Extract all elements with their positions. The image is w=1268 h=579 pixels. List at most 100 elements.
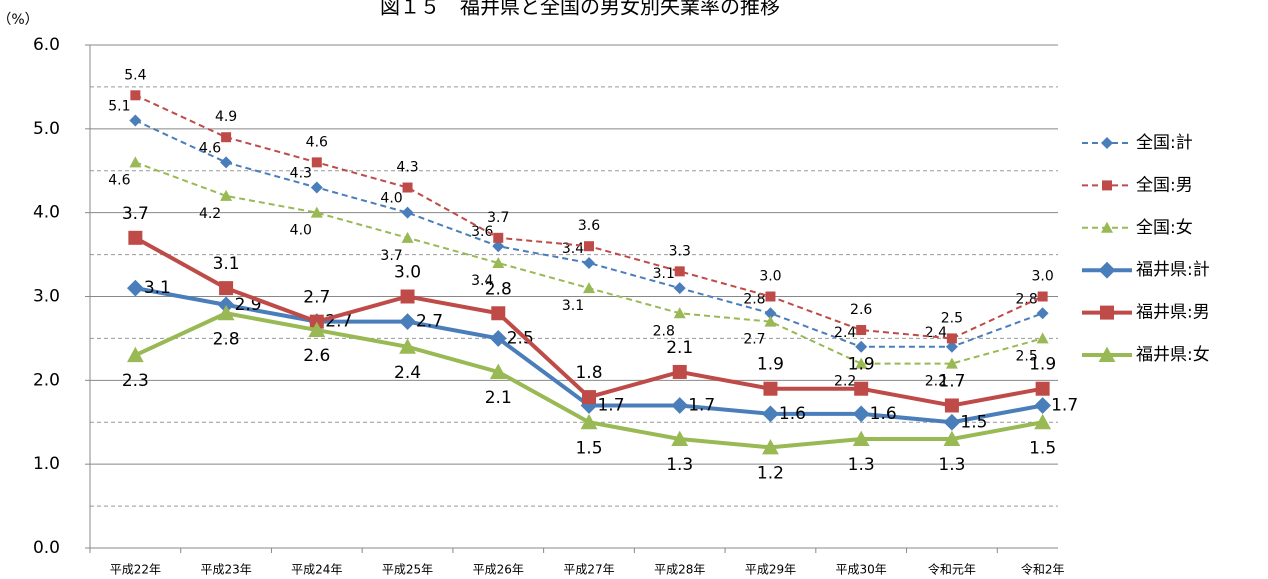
marker [1036, 332, 1049, 344]
marker [129, 156, 142, 168]
data-label: 2.7 [416, 312, 443, 332]
data-label: 2.1 [666, 338, 693, 358]
data-label: 2.8 [653, 323, 675, 339]
marker [400, 289, 415, 304]
marker [673, 307, 686, 319]
marker [852, 405, 870, 423]
marker [671, 397, 689, 414]
marker [220, 156, 233, 169]
marker [492, 240, 505, 253]
marker [583, 282, 595, 294]
marker [308, 321, 326, 338]
data-label: 1.7 [938, 371, 965, 391]
legend-label: 福井県:男 [1136, 303, 1210, 323]
marker [401, 231, 414, 243]
data-label: 2.2 [925, 374, 947, 390]
marker [1034, 397, 1052, 414]
legend-entry: 福井県:男 [1082, 303, 1210, 323]
data-label: 3.0 [759, 269, 781, 285]
data-label: 4.6 [199, 140, 221, 156]
marker [854, 381, 869, 396]
data-label: 2.6 [303, 346, 330, 366]
marker [764, 315, 777, 327]
legend-entry: 福井県:計 [1082, 260, 1210, 280]
data-label: 3.1 [213, 254, 240, 274]
marker [943, 413, 961, 431]
marker [944, 398, 959, 413]
x-tick-label: 平成29年 [745, 563, 796, 577]
data-label: 4.0 [290, 223, 312, 239]
legend-label: 福井県:女 [1136, 345, 1210, 365]
marker [672, 364, 687, 379]
marker [763, 381, 778, 396]
data-label: 2.4 [394, 363, 421, 383]
data-label: 1.9 [1029, 355, 1056, 375]
marker [762, 439, 779, 455]
marker [129, 114, 142, 127]
marker [399, 313, 416, 331]
marker [855, 340, 868, 353]
legend-marker [1100, 305, 1114, 320]
marker [311, 157, 322, 168]
marker [583, 256, 595, 269]
marker [945, 357, 958, 369]
legend-entry: 全国:男 [1082, 175, 1193, 195]
data-label: 3.0 [1032, 269, 1054, 285]
series-line [134, 94, 1044, 340]
data-label: 4.6 [306, 134, 328, 150]
y-tick-label: 2.0 [33, 370, 60, 390]
data-label: 2.7 [303, 288, 330, 308]
data-label: 3.7 [122, 204, 149, 224]
marker [582, 390, 596, 405]
y-tick-label: 5.0 [33, 119, 60, 139]
data-label: 1.9 [848, 355, 875, 375]
data-label: 3.7 [487, 210, 509, 226]
marker [584, 241, 594, 252]
x-tick-label: 平成23年 [200, 563, 251, 577]
data-label: 3.0 [394, 263, 421, 283]
marker [401, 206, 414, 219]
data-label: 2.3 [122, 371, 149, 391]
marker [130, 90, 141, 101]
marker [492, 256, 505, 268]
data-label: 2.8 [485, 279, 512, 299]
x-tick-label: 平成24年 [291, 563, 342, 577]
x-tick-label: 平成22年 [110, 563, 161, 577]
marker [856, 325, 867, 336]
data-label: 1.6 [870, 404, 897, 424]
data-label: 5.1 [108, 98, 130, 114]
marker [489, 363, 507, 379]
legend-marker [1101, 221, 1113, 233]
data-label: 1.3 [938, 455, 965, 475]
data-label: 5.4 [124, 67, 146, 83]
data-label: 4.6 [108, 172, 130, 188]
series-line [134, 119, 1043, 348]
marker [128, 230, 143, 245]
data-label: 3.6 [471, 224, 493, 240]
data-label: 1.7 [688, 395, 715, 415]
data-label: 3.1 [562, 298, 584, 314]
marker [310, 206, 323, 218]
legend-label: 福井県:計 [1136, 260, 1210, 280]
marker [489, 330, 507, 347]
legend-marker [1102, 180, 1112, 191]
data-label: 4.2 [199, 206, 221, 222]
x-tick-label: 平成28年 [654, 563, 705, 577]
marker [219, 281, 234, 296]
marker [221, 132, 232, 143]
data-label: 1.9 [757, 355, 784, 375]
marker [764, 307, 777, 320]
data-label: 2.5 [941, 310, 963, 326]
y-tick-label: 6.0 [33, 35, 60, 55]
data-label: 2.4 [834, 325, 856, 341]
marker [493, 232, 504, 243]
marker [580, 397, 598, 414]
legend-entry: 福井県:女 [1082, 345, 1210, 365]
data-label: 2.1 [485, 388, 512, 408]
data-label: 4.3 [396, 160, 418, 176]
marker [852, 430, 870, 447]
legend-marker [1098, 261, 1116, 279]
x-tick-label: 令和元年 [928, 562, 976, 577]
marker [580, 413, 598, 430]
